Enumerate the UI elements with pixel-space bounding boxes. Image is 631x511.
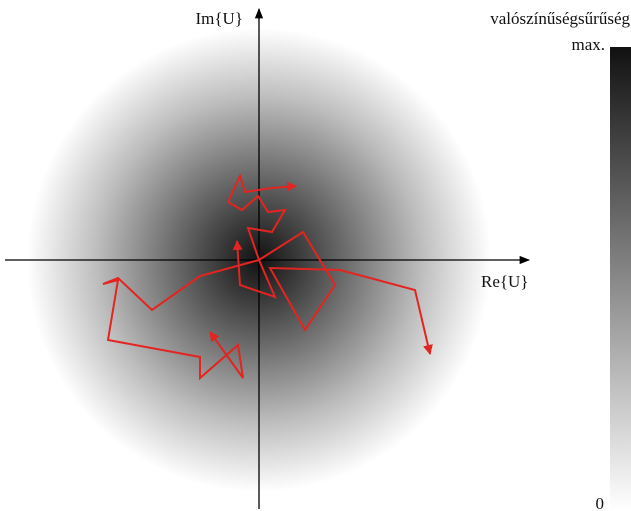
- walk: [226, 173, 297, 261]
- walk: [102, 259, 260, 381]
- walk: [258, 230, 433, 355]
- x-axis-label: Re{U}: [481, 272, 528, 291]
- colorbar-max: max.: [571, 35, 605, 54]
- colorbar-title: valószínűségsűrűség: [490, 9, 630, 28]
- walk: [232, 240, 277, 299]
- y-axis-label: Im{U}: [196, 9, 243, 28]
- random-walks: [102, 173, 433, 381]
- colorbar-min: 0: [596, 494, 605, 511]
- colorbar: [610, 47, 631, 510]
